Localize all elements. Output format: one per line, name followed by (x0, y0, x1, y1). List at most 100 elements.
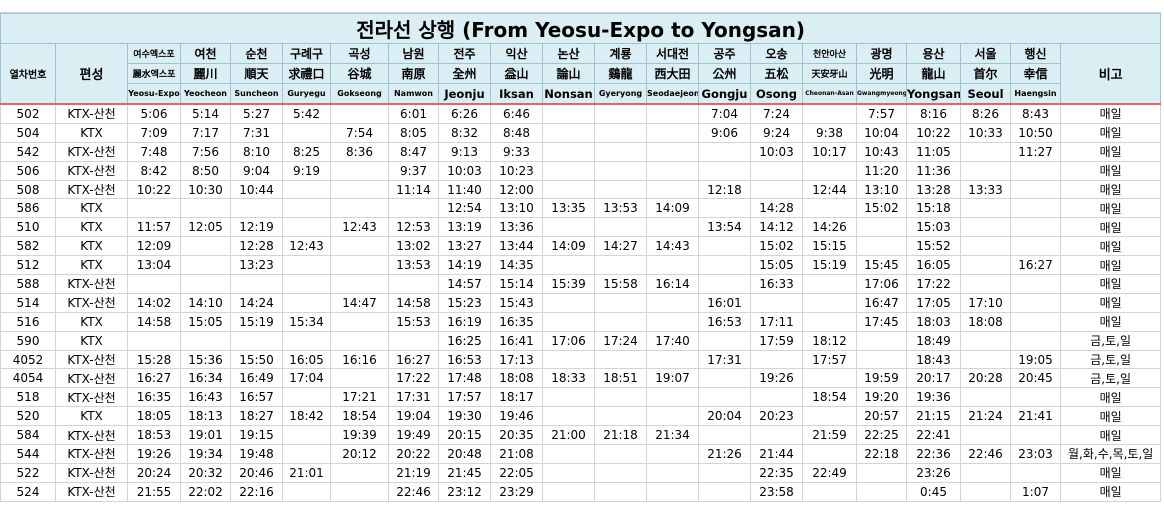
empty-cell (542, 103, 595, 124)
train-row: 516 KTX 14:58 15:05 15:19 15:34 15:53 16:19 16:3… (0, 311, 1162, 332)
departure-time: 18:17 (490, 387, 543, 408)
departure-time: 19:30 (438, 406, 491, 427)
departure-time: 17:04 (282, 368, 331, 389)
station-korean: 남원 (388, 43, 439, 64)
empty-cell (698, 425, 751, 446)
departure-time: 13:02 (388, 236, 439, 257)
departure-time: 10:50 (1010, 122, 1061, 143)
departure-time: 15:28 (127, 349, 181, 370)
empty-cell (594, 349, 647, 370)
empty-cell (646, 122, 699, 143)
note: 매일 (1059, 236, 1162, 257)
empty-cell (802, 368, 857, 389)
departure-time: 8:47 (388, 141, 439, 162)
departure-time: 19:36 (906, 387, 961, 408)
departure-time: 18:49 (906, 330, 961, 351)
departure-time: 9:38 (802, 122, 857, 143)
note: 매일 (1059, 462, 1162, 483)
empty-cell (960, 236, 1011, 257)
train-row: 518 KTX-산천 16:35 16:43 16:57 17:21 17:31 17:57 1… (0, 387, 1162, 408)
departure-time: 14:35 (490, 255, 543, 276)
departure-time: 9:37 (388, 160, 439, 181)
departure-time: 17:24 (594, 330, 647, 351)
empty-cell (646, 462, 699, 483)
departure-time: 16:34 (180, 368, 231, 389)
empty-cell (960, 141, 1011, 162)
departure-time: 9:33 (490, 141, 543, 162)
empty-cell (646, 406, 699, 427)
departure-time: 9:06 (698, 122, 751, 143)
station-korean: 여수엑스포 (127, 43, 181, 64)
departure-time: 18:53 (127, 425, 181, 446)
departure-time: 18:03 (906, 311, 961, 332)
empty-cell (282, 198, 331, 219)
departure-time: 15:53 (388, 311, 439, 332)
departure-time: 14:27 (594, 236, 647, 257)
departure-time: 15:36 (180, 349, 231, 370)
train-no-header: 열차번호 (0, 43, 56, 105)
empty-cell (542, 179, 595, 200)
station-english: Namwon (388, 83, 439, 105)
train-row: 544 KTX-산천 19:26 19:34 19:48 20:12 20:22 20:48 2… (0, 444, 1162, 464)
station-korean: 광명 (856, 43, 907, 64)
departure-time: 11:40 (438, 179, 491, 200)
departure-time: 15:58 (594, 274, 647, 294)
departure-time: 15:52 (906, 236, 961, 257)
departure-time: 17:22 (388, 368, 439, 389)
station-english: Seoul (960, 83, 1011, 105)
departure-time: 17:13 (490, 349, 543, 370)
departure-time: 19:15 (230, 425, 283, 446)
empty-cell (330, 330, 389, 351)
departure-time: 14:58 (127, 311, 181, 332)
station-hanja: 順天 (230, 63, 283, 84)
departure-time: 15:45 (856, 255, 907, 276)
train-type: KTX-산천 (55, 425, 128, 446)
station-korean: 오송 (750, 43, 803, 64)
departure-time: 15:18 (906, 198, 961, 219)
departure-time: 20:35 (490, 425, 543, 446)
sheet: 전라선 상행 (From Yeosu-Expo to Yongsan) 열차번호 편… (0, 12, 1162, 502)
departure-time: 16:05 (906, 255, 961, 276)
departure-time: 10:22 (127, 179, 181, 200)
train-number: 516 (0, 311, 56, 332)
departure-time: 16:57 (230, 387, 283, 408)
station-korean: 익산 (490, 43, 543, 64)
departure-time: 13:53 (594, 198, 647, 219)
station-english: Yongsan (906, 83, 961, 105)
note: 매일 (1059, 122, 1162, 143)
empty-cell (802, 292, 857, 313)
empty-cell (856, 217, 907, 238)
departure-time: 8:42 (127, 160, 181, 181)
departure-time: 19:59 (856, 368, 907, 389)
empty-cell (594, 141, 647, 162)
departure-time: 15:03 (906, 217, 961, 238)
station-english: Cheonan-Asan (802, 83, 857, 105)
departure-time: 12:54 (438, 198, 491, 219)
train-number: 502 (0, 103, 56, 124)
departure-time: 20:45 (1010, 368, 1061, 389)
empty-cell (594, 255, 647, 276)
departure-time: 16:47 (856, 292, 907, 313)
departure-time: 20:12 (330, 444, 389, 464)
empty-cell (282, 444, 331, 464)
empty-cell (960, 198, 1011, 219)
empty-cell (1010, 425, 1061, 446)
empty-cell (282, 292, 331, 313)
station-hanja: 幸信 (1010, 63, 1061, 84)
title-row: 전라선 상행 (From Yeosu-Expo to Yongsan) (0, 13, 1162, 44)
departure-time: 13:35 (542, 198, 595, 219)
train-type: KTX (55, 198, 128, 219)
station-english: Haengsin (1010, 83, 1061, 105)
departure-time: 17:57 (802, 349, 857, 370)
empty-cell (698, 481, 751, 502)
station-hanja: 南原 (388, 63, 439, 84)
empty-cell (1010, 330, 1061, 351)
departure-time: 12:09 (127, 236, 181, 257)
empty-cell (750, 179, 803, 200)
train-number: 4054 (0, 368, 56, 389)
departure-time: 18:43 (906, 349, 961, 370)
train-number: 588 (0, 274, 56, 294)
train-type: KTX (55, 330, 128, 351)
empty-cell (802, 311, 857, 332)
empty-cell (594, 122, 647, 143)
